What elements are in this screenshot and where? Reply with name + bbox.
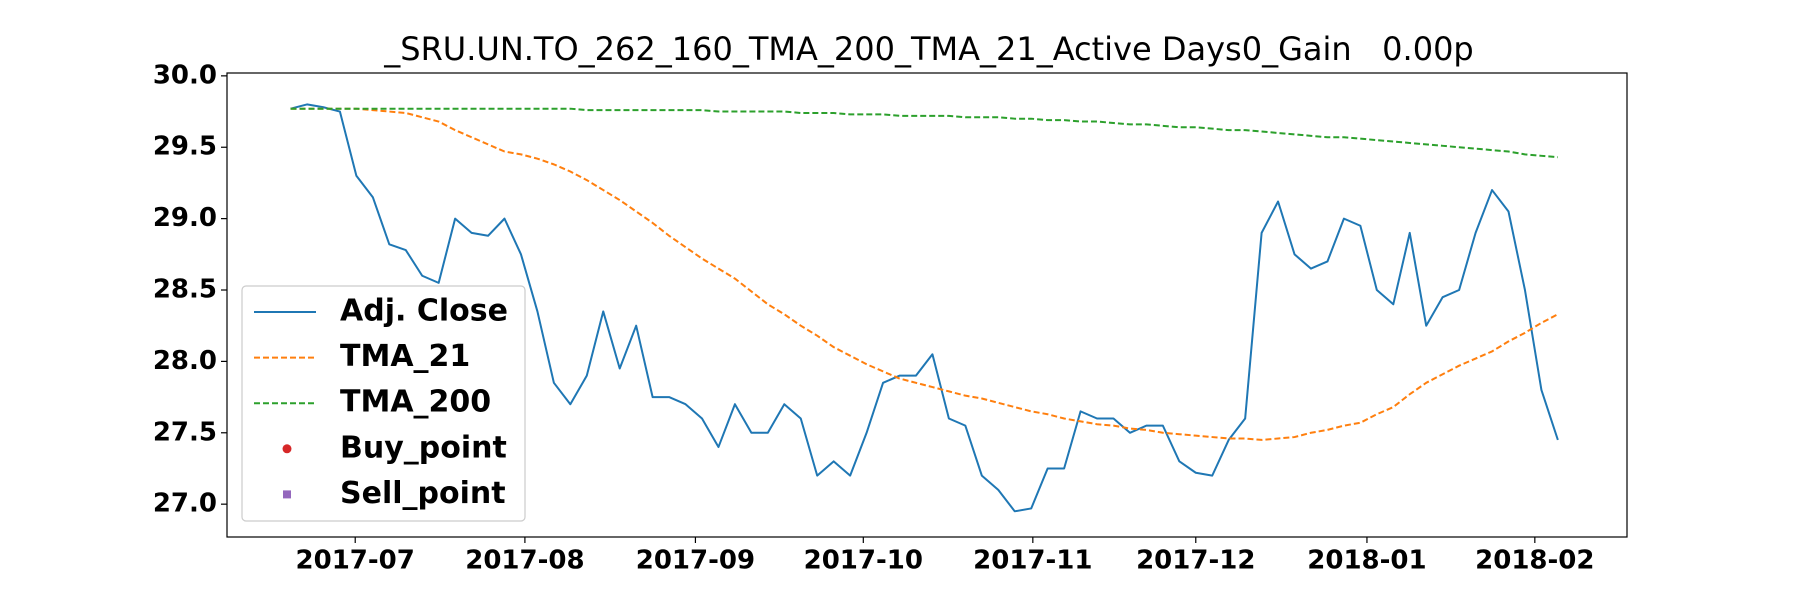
legend-label: TMA_200 [340,385,491,420]
x-tick-label: 2017-08 [465,546,584,576]
plot-area [226,72,1628,538]
legend: Adj. Close TMA_21 TMA_200 Buy_point Sell_poi… [241,285,526,522]
y-tick-label: 28.0 [153,346,217,376]
legend-marker [283,490,291,499]
x-tick-label: 2018-02 [1475,546,1594,576]
y-tick-label: 29.5 [153,132,217,162]
legend-label: TMA_21 [340,339,470,374]
y-tick-label: 27.5 [153,417,217,447]
legend-label: Adj. Close [340,294,508,329]
y-tick-label: 28.5 [153,275,217,305]
series-line [290,107,1558,159]
legend-label: Sell_point [340,476,506,511]
x-tick-label: 2017-12 [1136,546,1255,576]
x-tick-label: 2018-01 [1307,546,1426,576]
legend-marker [282,444,292,454]
legend-label: Buy_point [340,430,507,465]
y-tick-label: 29.0 [153,203,217,233]
x-tick-label: 2017-11 [973,546,1092,576]
series-line [290,107,1559,441]
x-tick-label: 2017-07 [296,546,415,576]
chart-title: _SRU.UN.TO_262_160_TMA_200_TMA_21_Active… [383,30,1473,68]
x-tick-label: 2017-09 [636,546,755,576]
y-tick-label: 30.0 [153,60,217,90]
x-tick-label: 2017-10 [804,546,923,576]
y-tick-label: 27.0 [153,489,217,519]
legend-box [241,285,526,522]
series-line [290,103,1559,513]
